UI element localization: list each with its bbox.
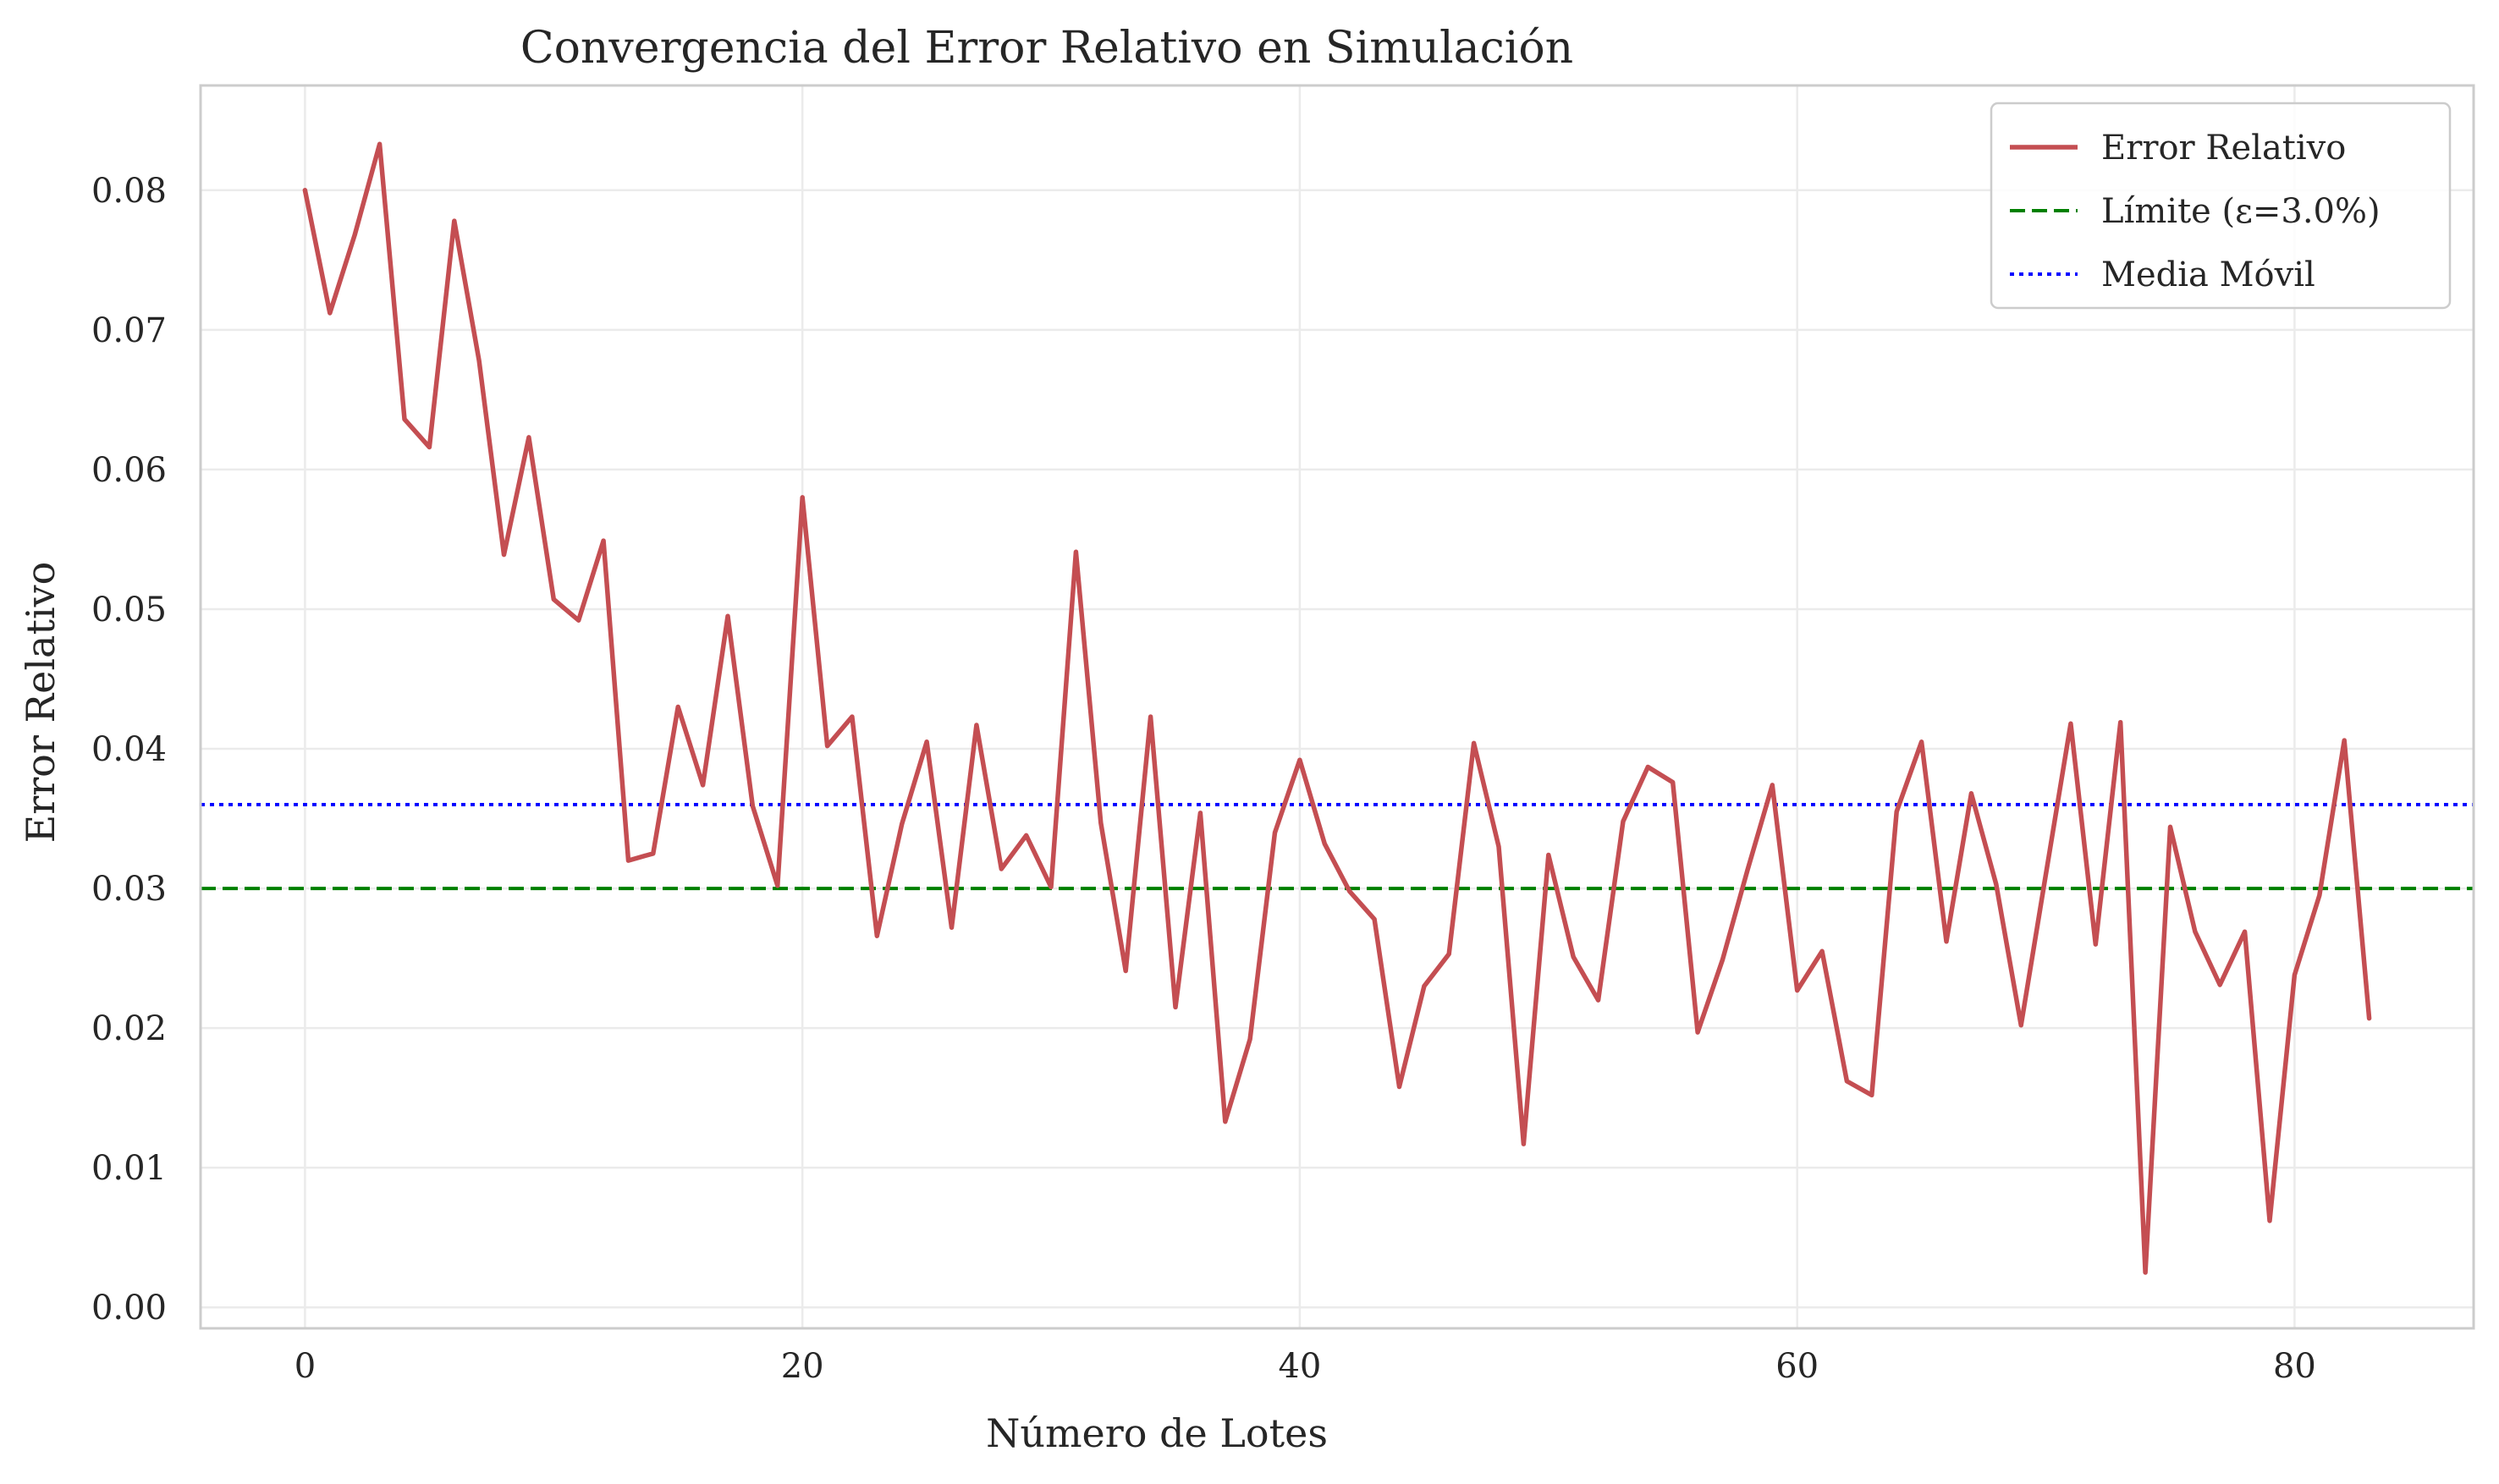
x-ticks: 0 20 40 60 80 [294, 1347, 2316, 1386]
series-line-error-relativo [302, 141, 2372, 1275]
x-tick-label: 80 [2273, 1347, 2316, 1386]
legend-box [1990, 102, 2452, 310]
plot-area-frame [199, 84, 2475, 1330]
y-tick-label: 0.07 [91, 311, 167, 350]
y-ticks: 0.00 0.01 0.02 0.03 0.04 0.05 0.06 0.07 0.08 [91, 172, 167, 1327]
chart-title: Convergencia del Error Relativo en Simul… [520, 23, 1573, 74]
x-tick-label: 40 [1278, 1347, 1321, 1386]
legend: Error Relativo Límite (ε=3.0%) Media Móvil [1990, 102, 2452, 310]
y-tick-label: 0.08 [91, 172, 167, 211]
y-axis-label: Error Relativo [18, 562, 63, 844]
series-layer [302, 141, 2372, 1275]
x-tick-label: 60 [1775, 1347, 1819, 1386]
y-tick-label: 0.06 [91, 451, 167, 490]
legend-label: Media Móvil [2101, 256, 2315, 294]
y-tick-label: 0.04 [91, 730, 167, 769]
y-tick-label: 0.02 [91, 1009, 167, 1048]
y-tick-label: 0.03 [91, 870, 167, 909]
y-tick-label: 0.05 [91, 591, 167, 629]
reference-lines [201, 803, 2474, 891]
x-tick-label: 0 [294, 1347, 316, 1386]
x-tick-label: 20 [781, 1347, 824, 1386]
y-tick-label: 0.01 [91, 1149, 167, 1188]
legend-label: Error Relativo [2101, 129, 2346, 168]
legend-label: Límite (ε=3.0%) [2101, 192, 2381, 231]
y-tick-label: 0.00 [91, 1289, 167, 1327]
x-axis-label: Número de Lotes [986, 1410, 1328, 1456]
